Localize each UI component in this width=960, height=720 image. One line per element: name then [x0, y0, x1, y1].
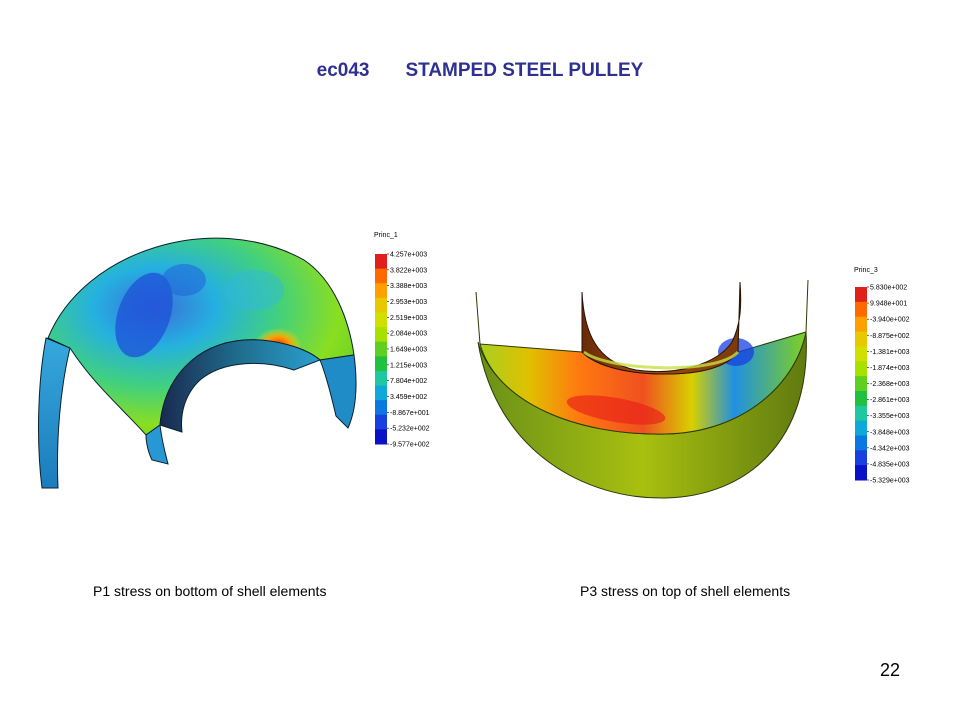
- colorbar-tick-label: 7.804e+002: [390, 378, 427, 385]
- colorbar-segment: [855, 361, 867, 377]
- colorbar-tick-label: -5.232e+002: [390, 426, 430, 433]
- right-stress-figure: Princ_3 5.830e+002 9.948e+001 -3.940e+002 -…: [456, 252, 928, 502]
- colorbar-segment: [375, 254, 387, 270]
- colorbar-tick-label: -8.875e+002: [870, 333, 910, 340]
- colorbar-segment: [855, 390, 867, 407]
- colorbar-tick-label: 2.953e+003: [390, 299, 427, 306]
- colorbar-tick-label: 9.948e+001: [870, 301, 907, 308]
- colorbar-tick-label: 2.519e+003: [390, 315, 427, 322]
- legend-title: Princ_3: [854, 267, 878, 274]
- colorbar-tick-label: 1.215e+003: [390, 362, 427, 369]
- colorbar-tick-label: -3.355e+003: [870, 413, 910, 420]
- colorbar-segment: [855, 435, 867, 451]
- colorbar-tick-label: -9.577e+002: [390, 442, 430, 449]
- legend-title: Princ_1: [374, 232, 398, 239]
- colorbar-segment: [855, 405, 867, 422]
- colorbar-segment: [375, 268, 387, 284]
- colorbar-tick-label: -2.368e+003: [870, 381, 910, 388]
- colorbar-segment: [855, 346, 867, 362]
- colorbar-labels: 4.257e+003 3.822e+003 3.388e+003 2.953e+003…: [387, 252, 430, 449]
- colorbar-segment: [855, 450, 867, 466]
- colorbar-tick-label: 2.084e+003: [390, 331, 427, 338]
- colorbar-segment: [375, 429, 387, 445]
- colorbar-tick-label: 3.388e+003: [390, 283, 427, 290]
- slide-code: ec043: [316, 60, 370, 81]
- right-stress-plot: Princ_3 5.830e+002 9.948e+001 -3.940e+002 -…: [475, 267, 910, 499]
- colorbar-segment: [375, 414, 387, 430]
- colorbar: [375, 254, 387, 445]
- colorbar-segment: [855, 376, 867, 392]
- colorbar-tick-label: -8.867e+001: [390, 410, 430, 417]
- colorbar-segment: [855, 301, 867, 318]
- colorbar-tick-label: 4.257e+003: [390, 252, 427, 259]
- left-stress-plot: Princ_1 4.257e+003 3.822e+003 3.388e+003 2.…: [38, 232, 430, 489]
- colorbar-tick-label: -3.848e+003: [870, 429, 910, 436]
- page-number: 22: [880, 660, 901, 680]
- colorbar-segment: [375, 370, 387, 387]
- slide-title-text: STAMPED STEEL PULLEY: [405, 60, 644, 81]
- right-figure-caption: P3 stress on top of shell elements: [580, 583, 791, 599]
- colorbar: [855, 287, 867, 481]
- left-figure-caption: P1 stress on bottom of shell elements: [93, 583, 327, 599]
- colorbar-segment: [855, 287, 867, 303]
- colorbar-labels: 5.830e+002 9.948e+001 -3.940e+002 -8.875e+0…: [867, 285, 910, 485]
- colorbar-tick-label: 3.822e+003: [390, 267, 427, 274]
- colorbar-tick-label: -1.874e+003: [870, 365, 910, 372]
- colorbar-segment: [375, 327, 387, 343]
- left-stress-figure: Princ_1 4.257e+003 3.822e+003 3.388e+003 2.…: [24, 220, 454, 490]
- colorbar-segment: [375, 385, 387, 401]
- colorbar-segment: [375, 283, 387, 299]
- colorbar-tick-label: 1.649e+003: [390, 347, 427, 354]
- colorbar-segment: [375, 356, 387, 372]
- colorbar-segment: [855, 465, 867, 481]
- colorbar-tick-label: -5.329e+003: [870, 478, 910, 485]
- colorbar-segment: [375, 400, 387, 416]
- slide-title: ec043 STAMPED STEEL PULLEY: [0, 60, 960, 82]
- colorbar-segment: [855, 316, 867, 333]
- colorbar-tick-label: -3.940e+002: [870, 317, 910, 324]
- colorbar-segment: [855, 331, 867, 347]
- colorbar-tick-label: -4.342e+003: [870, 445, 910, 452]
- colorbar-segment: [375, 341, 387, 357]
- colorbar-segment: [855, 420, 867, 436]
- colorbar-segment: [375, 312, 387, 328]
- colorbar-tick-label: -1.381e+003: [870, 349, 910, 356]
- colorbar-segment: [375, 297, 387, 313]
- colorbar-tick-label: 5.830e+002: [870, 285, 907, 292]
- colorbar-tick-label: -4.835e+003: [870, 461, 910, 468]
- colorbar-tick-label: -2.861e+003: [870, 397, 910, 404]
- colorbar-tick-label: 3.459e+002: [390, 394, 427, 401]
